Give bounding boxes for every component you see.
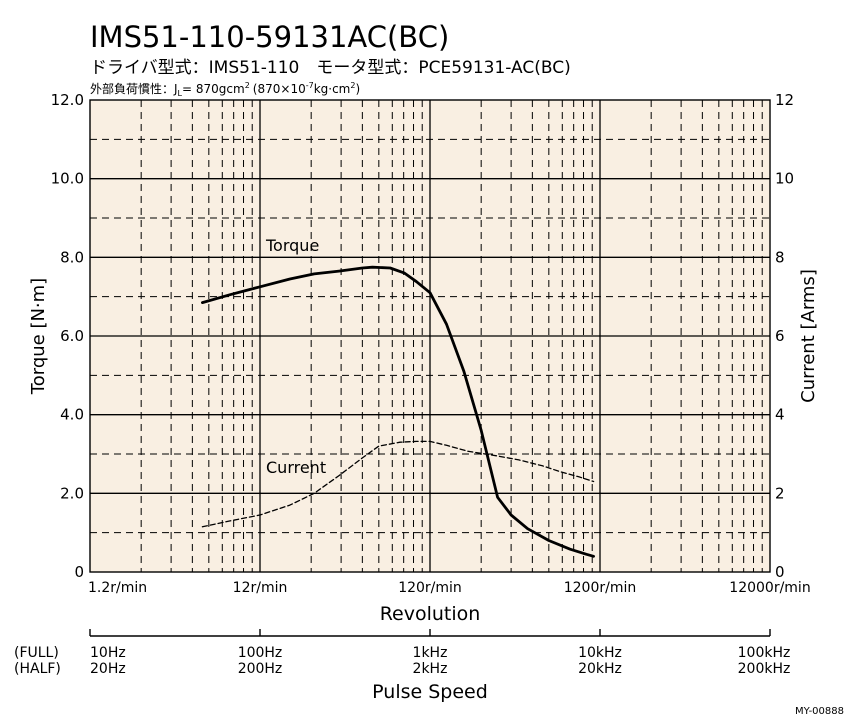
- y-right-tick-label: 0: [775, 563, 785, 581]
- pulse-half-tick-label: 2kHz: [413, 661, 448, 677]
- current-series-label: Current: [266, 458, 326, 477]
- pulse-half-label: (HALF): [14, 661, 61, 677]
- current-line: [201, 440, 595, 528]
- torque-series-label: Torque: [265, 236, 319, 255]
- pulse-half-tick-label: 200Hz: [238, 661, 283, 677]
- torque-line: [200, 265, 595, 558]
- pulse-full-tick-label: 10Hz: [90, 645, 126, 661]
- y-left-tick-label: 12.0: [51, 91, 84, 109]
- figure-code: MY-00888: [795, 706, 844, 717]
- y-left-tick-label: 6.0: [60, 327, 84, 345]
- y-axis-right-title: Current [Arms]: [798, 269, 819, 403]
- tick-labels: 0 2.0 4.0 6.0 8.0 10.0 12.0 0 2 4 6 8 10 12 1.2r/min 12…: [51, 91, 811, 596]
- pulse-full-tick-label: 100kHz: [738, 645, 791, 661]
- pulse-full-tick-label: 10kHz: [578, 645, 622, 661]
- load-inertia-paren-open: (870×10: [253, 82, 306, 96]
- chart-subtitle: ドライバ型式：IMS51-110 モータ型式：PCE59131-AC(BC): [90, 58, 571, 78]
- grid: [90, 100, 770, 572]
- y-left-tick-label: 2.0: [60, 484, 84, 502]
- pulse-half-tick-label: 20kHz: [578, 661, 622, 677]
- y-right-tick-label: 6: [775, 327, 785, 345]
- x-axis-title: Revolution: [380, 603, 481, 625]
- y-right-tick-label: 12: [775, 91, 794, 109]
- x-tick-label: 1200r/min: [564, 580, 637, 596]
- y-left-tick-label: 10.0: [51, 170, 84, 188]
- y-right-tick-label: 4: [775, 406, 785, 424]
- chart-title: IMS51-110-59131AC(BC): [90, 20, 449, 54]
- y-left-tick-label: 8.0: [60, 248, 84, 266]
- pulse-full-tick-label: 1kHz: [413, 645, 448, 661]
- load-inertia-note: 外部負荷慣性：JL= 870gcm2 (870×10-7kg·cm2): [90, 81, 360, 98]
- pulse-full-tick-label: 100Hz: [238, 645, 283, 661]
- x-tick-label: 12000r/min: [729, 580, 810, 596]
- load-inertia-label: 外部負荷慣性：J: [90, 81, 178, 96]
- load-inertia-paren-unit: kg·cm: [314, 82, 351, 96]
- series-layer: [200, 265, 595, 558]
- x-tick-label: 1.2r/min: [88, 580, 147, 596]
- y-axis-left-title: Torque [N·m]: [28, 278, 49, 395]
- pulse-full-label: (FULL): [14, 645, 59, 661]
- y-left-tick-label: 4.0: [60, 406, 84, 424]
- pulse-half-tick-label: 20Hz: [90, 661, 126, 677]
- load-inertia-value-sup: 2: [245, 81, 250, 90]
- y-right-tick-label: 2: [775, 484, 785, 502]
- x-tick-label: 120r/min: [398, 580, 462, 596]
- load-inertia-sub: L: [178, 89, 183, 98]
- plot-frame: [89, 99, 771, 573]
- load-inertia-paren-close: ): [355, 82, 360, 96]
- x-tick-label: 12r/min: [233, 580, 288, 596]
- y-right-tick-label: 10: [775, 170, 794, 188]
- pulse-axis-title: Pulse Speed: [372, 681, 488, 703]
- y-left-tick-label: 0: [74, 563, 84, 581]
- load-inertia-value: = 870gcm: [182, 82, 245, 96]
- pulse-half-tick-label: 200kHz: [738, 661, 791, 677]
- load-inertia-paren-unit-sup: 2: [350, 81, 355, 90]
- y-right-tick-label: 8: [775, 248, 785, 266]
- load-inertia-paren-exp: -7: [306, 81, 314, 90]
